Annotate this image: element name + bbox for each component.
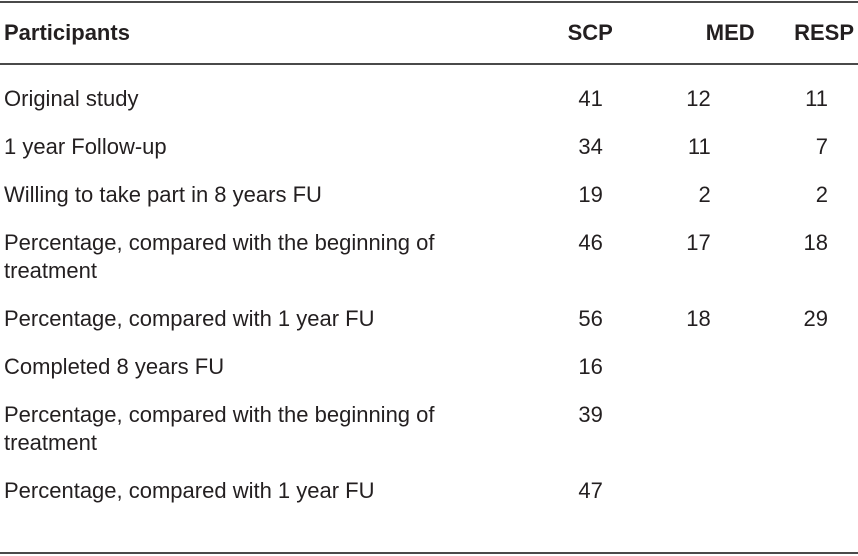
row-label: Percentage, compared with the beginning … <box>4 402 435 455</box>
cell-resp: 11 <box>805 86 828 111</box>
row-label: Original study <box>4 86 139 111</box>
cell-resp: 7 <box>815 134 828 159</box>
cell-med: 11 <box>687 134 711 159</box>
header-resp: RESP <box>794 20 854 45</box>
participants-table: Participants SCP MED RESP Original study… <box>0 4 858 505</box>
cell-med: 2 <box>698 182 711 207</box>
cell-med: 17 <box>686 230 711 255</box>
table-body: Original study 41 12 11 1 year Follow-up… <box>0 62 858 505</box>
top-rule <box>0 1 858 3</box>
table-row: Percentage, compared with 1 year FU 47 <box>0 457 858 505</box>
table-row: Completed 8 years FU 16 <box>0 333 858 381</box>
header-med: MED <box>705 20 755 45</box>
cell-scp: 41 <box>578 86 603 111</box>
cell-resp: 18 <box>803 230 828 255</box>
header-scp: SCP <box>567 20 613 45</box>
row-label: Completed 8 years FU <box>4 354 225 379</box>
cell-scp: 46 <box>578 230 603 255</box>
cell-scp: 34 <box>578 134 603 159</box>
cell-scp: 47 <box>578 478 603 503</box>
table-row: Willing to take part in 8 years FU 19 2 … <box>0 161 858 209</box>
table-header: Participants SCP MED RESP <box>0 4 858 62</box>
table-row: 1 year Follow-up 34 11 7 <box>0 113 858 161</box>
bottom-rule <box>0 552 858 554</box>
cell-med <box>653 381 755 457</box>
cell-resp: 2 <box>815 182 828 207</box>
table-row: Original study 41 12 11 <box>0 62 858 113</box>
cell-med <box>653 333 755 381</box>
row-label: Percentage, compared with the beginning … <box>4 230 435 283</box>
cell-resp <box>755 381 858 457</box>
header-row: Participants SCP MED RESP <box>0 4 858 62</box>
cell-scp: 56 <box>578 306 603 331</box>
cell-resp <box>755 333 858 381</box>
cell-resp <box>755 457 858 505</box>
row-label: Percentage, compared with 1 year FU <box>4 478 375 503</box>
cell-resp: 29 <box>803 306 828 331</box>
cell-scp: 39 <box>578 402 603 427</box>
row-label: 1 year Follow-up <box>4 134 167 159</box>
cell-scp: 19 <box>578 182 603 207</box>
table-row: Percentage, compared with 1 year FU 56 1… <box>0 285 858 333</box>
row-label: Willing to take part in 8 years FU <box>4 182 322 207</box>
header-participants: Participants <box>4 20 130 45</box>
cell-scp: 16 <box>578 354 603 379</box>
table-row: Percentage, compared with the beginning … <box>0 381 858 457</box>
cell-med: 18 <box>686 306 711 331</box>
cell-med: 12 <box>686 86 711 111</box>
cell-med <box>653 457 755 505</box>
header-rule <box>0 63 858 65</box>
row-label: Percentage, compared with 1 year FU <box>4 306 375 331</box>
table-row: Percentage, compared with the beginning … <box>0 209 858 285</box>
